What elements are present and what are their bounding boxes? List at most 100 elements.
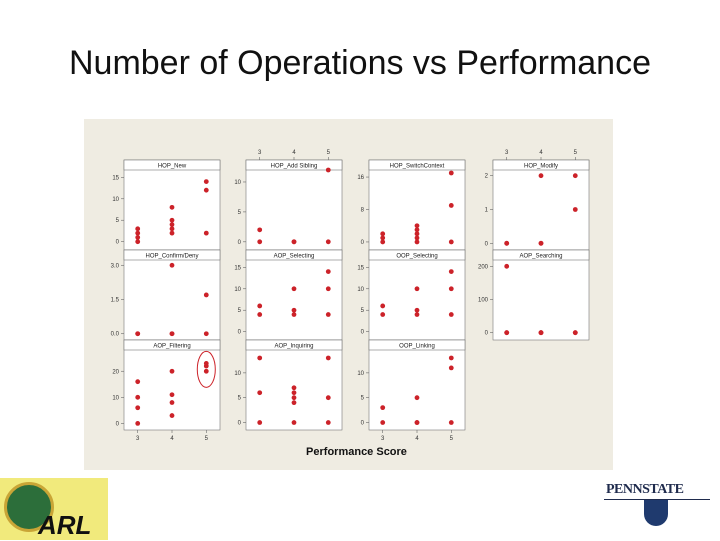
- arl-logo-mark: ARL: [38, 510, 92, 540]
- data-point: [291, 390, 297, 396]
- panel-aop-selecting: AOP_Selecting 0 5 10 15: [234, 249, 343, 341]
- panel-title-strip: [492, 249, 590, 261]
- data-point: [257, 390, 263, 396]
- data-point: [414, 239, 420, 245]
- y-tick-label: 0: [116, 240, 120, 246]
- data-point: [538, 330, 544, 336]
- y-tick-label: 15: [234, 265, 241, 271]
- panel-title: AOP_Inquiring: [274, 344, 313, 350]
- panel-title: HOP_Add Sibling: [271, 164, 318, 170]
- data-point: [414, 307, 420, 313]
- data-point: [538, 240, 544, 246]
- data-point: [135, 239, 141, 245]
- x-tick-label: 5: [574, 150, 578, 156]
- data-point: [414, 395, 420, 401]
- x-tick-label: 3: [505, 150, 509, 156]
- data-point: [169, 262, 175, 268]
- data-point: [135, 230, 141, 236]
- panel-title: HOP_New: [158, 164, 187, 170]
- x-tick-label: 5: [327, 150, 331, 156]
- panel-title: OOP_Selecting: [396, 254, 437, 260]
- arl-logo: ARL: [0, 478, 108, 540]
- data-point: [325, 312, 331, 317]
- data-point: [380, 303, 386, 309]
- y-tick-label: 0: [485, 241, 489, 247]
- data-point: [203, 368, 209, 374]
- data-point: [203, 230, 209, 236]
- data-point: [135, 235, 141, 240]
- data-point: [572, 173, 578, 179]
- data-point: [448, 269, 454, 274]
- data-point: [291, 420, 297, 425]
- panel-hop-modify: HOP_Modify 0 1 2: [485, 159, 590, 251]
- panel-title-strip: [245, 339, 343, 351]
- data-point: [135, 226, 141, 232]
- pennstate-logo: PENNSTATE: [604, 482, 714, 532]
- y-tick-label: 8: [361, 208, 365, 214]
- data-point: [257, 239, 263, 245]
- data-point: [257, 312, 263, 317]
- data-point: [325, 167, 331, 173]
- x-tick-label: 3: [381, 436, 385, 442]
- data-point: [203, 361, 209, 366]
- data-point: [380, 239, 386, 245]
- y-tick-label: 0: [485, 331, 489, 337]
- data-point: [257, 420, 263, 425]
- y-tick-label: 5: [238, 396, 242, 402]
- data-point: [325, 269, 331, 274]
- data-point: [380, 235, 386, 241]
- x-axis-label: Performance Score: [306, 446, 407, 458]
- data-point: [448, 420, 454, 425]
- panel-title-strip: [368, 249, 466, 261]
- panel-title: HOP_Modify: [524, 164, 558, 170]
- y-tick-label: 0: [361, 240, 365, 246]
- y-tick-label: 2: [485, 174, 489, 180]
- panel-frame: [245, 159, 343, 251]
- y-tick-label: 10: [112, 197, 119, 203]
- data-point: [291, 307, 297, 313]
- pennstate-wordmark: PENNSTATE: [606, 482, 684, 497]
- panel-hop-add-sibling: HOP_Add Sibling 0 5 10: [234, 159, 343, 251]
- panel-hop-new: HOP_New 0 5 10 15: [112, 159, 221, 251]
- y-tick-label: 10: [112, 395, 119, 401]
- data-point: [169, 230, 175, 236]
- data-point: [380, 405, 386, 411]
- panel-aop-searching: AOP_Searching 0 100 200: [478, 249, 590, 341]
- panel-frame: [245, 249, 343, 341]
- seal-icon: [4, 482, 54, 532]
- highlight-ellipse: [196, 350, 216, 388]
- y-tick-label: 200: [478, 264, 489, 270]
- data-point: [448, 312, 454, 317]
- data-point: [448, 355, 454, 361]
- data-point: [504, 330, 510, 336]
- y-tick-label: 20: [112, 369, 119, 375]
- panel-title: AOP_Selecting: [274, 254, 315, 260]
- data-point: [169, 331, 175, 337]
- panel-title: HOP_SwitchContext: [390, 164, 445, 170]
- y-tick-label: 1.5: [111, 298, 120, 304]
- data-point: [135, 331, 141, 337]
- y-tick-label: 16: [357, 175, 364, 181]
- data-point: [291, 239, 297, 245]
- data-point: [291, 385, 297, 391]
- data-point: [448, 203, 454, 208]
- panel-title: HOP_Confirm/Deny: [145, 254, 198, 260]
- panel-hop-confirm-deny: HOP_Confirm/Deny 0.0 1.5 3.0: [111, 249, 221, 341]
- y-tick-label: 0: [361, 421, 365, 427]
- panel-hop-switchcontext: HOP_SwitchContext 0 8 16: [357, 159, 466, 251]
- data-point: [169, 204, 175, 210]
- data-point: [414, 420, 420, 425]
- y-tick-label: 10: [234, 180, 241, 186]
- y-tick-label: 0.0: [111, 332, 120, 338]
- panel-title-strip: [123, 339, 221, 351]
- panel-title: AOP_Searching: [519, 254, 562, 260]
- panel-aop-inquiring: AOP_Inquiring 0 5 10: [234, 339, 343, 431]
- data-point: [325, 286, 331, 292]
- data-point: [448, 286, 454, 292]
- data-point: [257, 303, 263, 309]
- data-point: [203, 292, 209, 298]
- y-tick-label: 15: [112, 175, 119, 181]
- panel-title-strip: [123, 249, 221, 261]
- data-point: [380, 231, 386, 237]
